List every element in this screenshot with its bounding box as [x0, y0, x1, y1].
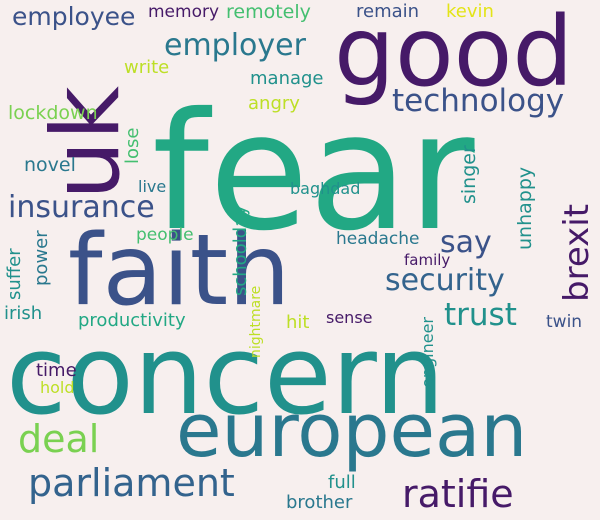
word-good: good: [334, 0, 574, 108]
word-remain: remain: [356, 1, 420, 22]
word-say: say: [440, 225, 492, 260]
word-schoolday: schoolday: [230, 205, 251, 296]
word-twin: twin: [546, 312, 583, 332]
word-european: european: [176, 388, 528, 474]
word-fear: fear: [152, 79, 475, 267]
word-live: live: [138, 177, 167, 196]
word-hit: hit: [286, 312, 310, 333]
word-novel: novel: [24, 154, 76, 176]
word-trust: trust: [444, 297, 517, 333]
word-irish: irish: [4, 303, 43, 324]
word-employee: employee: [12, 2, 136, 31]
word-lockdown: lockdown: [8, 102, 98, 124]
word-sense: sense: [326, 308, 373, 327]
word-family: family: [404, 251, 451, 269]
word-suffer: suffer: [4, 248, 25, 300]
word-brother: brother: [286, 492, 353, 513]
word-productivity: productivity: [78, 310, 186, 331]
word-write: write: [124, 57, 170, 78]
word-memory: memory: [148, 2, 220, 22]
word-faith: faith: [68, 214, 291, 328]
word-nightmare: nightmare: [248, 285, 264, 358]
word-kevin: kevin: [446, 1, 494, 22]
word-power: power: [31, 230, 52, 286]
word-security: security: [385, 263, 505, 298]
word-unhappy: unhappy: [514, 166, 536, 250]
word-concern: concern: [6, 311, 445, 439]
word-angry: angry: [248, 93, 300, 114]
word-full: full: [328, 472, 356, 493]
word-insurance: insurance: [8, 190, 155, 225]
word-remotely: remotely: [226, 1, 311, 23]
word-employer: employer: [164, 28, 306, 63]
word-hold: hold: [40, 378, 75, 397]
word-singer: singer: [458, 145, 480, 204]
word-ratifie: ratifie: [402, 472, 514, 516]
word-manage: manage: [250, 68, 324, 89]
word-lose: lose: [122, 127, 143, 164]
word-brexit: brexit: [557, 203, 597, 302]
word-people: people: [136, 225, 194, 245]
word-time: time: [36, 360, 77, 381]
word-engineer: engineer: [418, 317, 437, 388]
word-technology: technology: [392, 83, 565, 119]
word-deal: deal: [18, 417, 100, 461]
word-parliament: parliament: [28, 461, 235, 505]
word-baghdad: baghdad: [290, 179, 361, 198]
word-headache: headache: [336, 229, 420, 249]
